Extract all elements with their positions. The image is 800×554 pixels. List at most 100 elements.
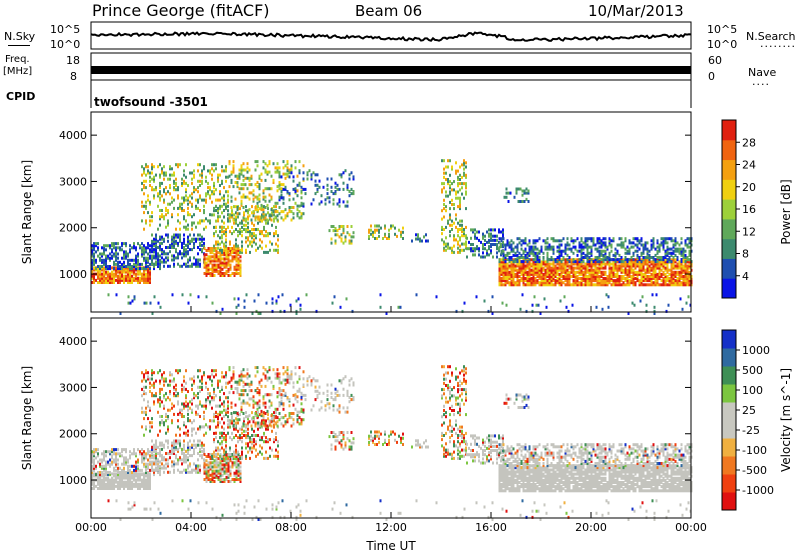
velocity-cell: [211, 419, 213, 423]
power-cell: [548, 279, 551, 283]
velocity-cell: [231, 453, 234, 456]
power-cell: [516, 283, 519, 287]
velocity-cell: [167, 458, 169, 462]
power-cell: [568, 266, 571, 270]
power-cell: [664, 262, 667, 266]
power-cell: [242, 216, 245, 220]
power-cell: [558, 243, 561, 247]
power-cell: [149, 200, 151, 204]
power-cell: [648, 268, 651, 272]
velocity-cell: [199, 454, 201, 458]
power-cell: [457, 182, 459, 186]
power-cell: [447, 221, 449, 225]
power-cell: [159, 265, 161, 268]
power-cell: [682, 247, 685, 251]
power-cell: [574, 260, 577, 264]
power-cell: [129, 301, 132, 305]
velocity-cell: [199, 449, 201, 453]
velocity-cell: [119, 478, 121, 482]
power-cell: [562, 256, 565, 259]
velocity-cell: [231, 463, 234, 467]
velocity-cell: [189, 470, 191, 474]
power-cell: [173, 239, 175, 243]
power-cell: [576, 266, 579, 270]
power-cell: [249, 250, 251, 254]
power-cell: [638, 256, 641, 259]
power-cell: [538, 283, 541, 287]
power-cell: [260, 216, 263, 220]
power-cell: [594, 277, 597, 280]
power-cell: [183, 217, 185, 221]
power-cell: [666, 268, 669, 272]
power-cell: [107, 254, 109, 258]
power-cell: [97, 274, 99, 278]
power-cell: [664, 249, 667, 253]
power-cell: [566, 277, 569, 280]
power-cell: [582, 245, 585, 249]
velocity-cell: [247, 421, 249, 425]
velocity-cell: [221, 417, 223, 421]
power-cell: [652, 264, 655, 268]
power-cell: [167, 223, 169, 227]
velocity-cell: [183, 454, 185, 458]
power-cell: [536, 253, 539, 257]
velocity-cell: [203, 443, 205, 447]
power-cell: [626, 283, 629, 287]
power-cell: [461, 163, 463, 167]
power-cell: [193, 237, 195, 241]
power-cell: [586, 256, 589, 259]
power-cell: [654, 268, 657, 272]
power-cell: [578, 272, 581, 276]
velocity-cell: [91, 473, 93, 477]
velocity-cell: [143, 462, 145, 466]
power-cell: [520, 268, 523, 272]
power-cell: [334, 190, 337, 193]
power-cell: [600, 264, 603, 268]
power-cell: [151, 243, 153, 247]
power-cell: [400, 230, 402, 234]
power-cell: [656, 239, 659, 243]
velocity-cell: [245, 411, 247, 415]
velocity-cell: [125, 474, 127, 478]
power-cell: [236, 183, 239, 187]
power-cell: [592, 260, 595, 264]
power-cell: [600, 272, 603, 276]
power-cell: [241, 250, 243, 254]
velocity-cell: [203, 478, 206, 481]
velocity-cell: [147, 474, 149, 478]
power-cell: [564, 260, 567, 264]
power-cell: [346, 183, 349, 187]
power-cell: [514, 272, 517, 276]
power-cell: [151, 241, 153, 245]
power-cell: [179, 221, 181, 225]
power-cell: [534, 239, 537, 243]
power-cell: [602, 241, 605, 245]
velocity-cell: [181, 462, 183, 466]
power-cell: [181, 252, 183, 256]
power-cell: [167, 221, 169, 225]
power-cell: [554, 270, 557, 274]
power-cell: [153, 244, 155, 248]
power-cell: [197, 190, 199, 194]
power-cell: [653, 312, 656, 315]
power-cell: [604, 256, 607, 259]
power-cell: [678, 247, 681, 251]
power-cell: [530, 245, 533, 249]
velocity-cell: [91, 487, 93, 490]
power-cell: [626, 258, 629, 262]
power-cell: [686, 243, 689, 247]
power-cell: [199, 179, 201, 183]
power-cell: [197, 252, 199, 256]
velocity-cell: [209, 455, 212, 458]
velocity-cell: [171, 445, 173, 449]
power-cell: [608, 281, 611, 285]
velocity-cell: [127, 466, 129, 470]
power-cell: [271, 211, 273, 215]
velocity-cell: [191, 445, 193, 449]
power-cell: [281, 293, 284, 297]
power-cell: [478, 247, 480, 251]
velocity-cell: [173, 439, 175, 443]
power-cell: [638, 262, 641, 266]
power-cell: [263, 225, 265, 229]
velocity-cell: [167, 470, 169, 474]
